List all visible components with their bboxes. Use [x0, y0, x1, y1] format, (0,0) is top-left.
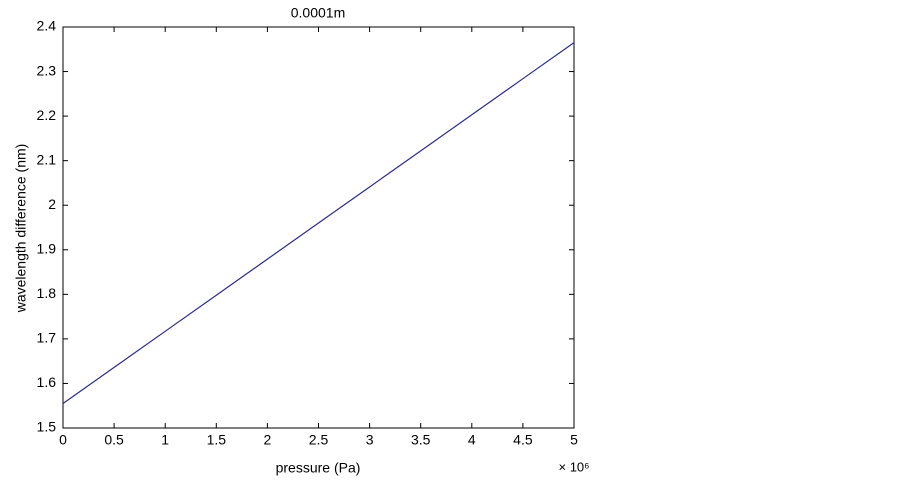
x-tick-label: 0: [59, 432, 67, 448]
y-tick-label: 1.9: [37, 240, 57, 256]
x-axis-label: pressure (Pa): [276, 460, 361, 476]
x-tick-label: 4.5: [513, 432, 533, 448]
y-tick-label: 2: [48, 196, 56, 212]
y-tick-label: 2.2: [37, 107, 57, 123]
x-tick-label: 4: [468, 432, 476, 448]
x-tick-label: 2: [264, 432, 272, 448]
x-tick-label: 3.5: [411, 432, 431, 448]
y-tick-label: 2.4: [37, 18, 57, 34]
chart-title: 0.0001m: [291, 5, 345, 21]
y-tick-label: 1.5: [37, 419, 57, 435]
x-tick-label: 2.5: [309, 432, 329, 448]
plot-frame: [62, 26, 575, 429]
x-tick-label: 0.5: [104, 432, 124, 448]
x-tick-label: 3: [366, 432, 374, 448]
y-tick-label: 2.3: [37, 62, 57, 78]
y-tick-label: 2.1: [37, 151, 57, 167]
x-multiplier: × 10⁶: [558, 459, 589, 474]
y-axis-label: wavelength difference (nm): [13, 144, 29, 314]
x-tick-label: 1.5: [207, 432, 227, 448]
y-tick-label: 1.6: [37, 374, 57, 390]
x-tick-label: 1: [161, 432, 169, 448]
y-tick-label: 1.8: [37, 285, 57, 301]
y-tick-label: 1.7: [37, 330, 57, 346]
x-tick-label: 5: [570, 432, 578, 448]
data-line: [62, 42, 575, 404]
